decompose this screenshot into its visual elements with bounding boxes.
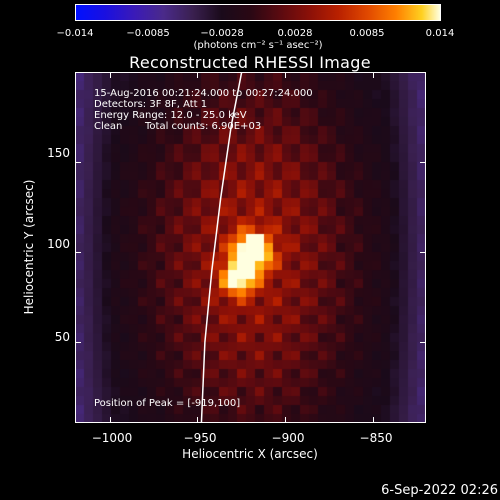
x-tick-mark [109,72,111,78]
colorbar-tick-label: −0.014 [56,28,94,39]
colorbar-tick-label: −0.0085 [126,28,170,39]
x-tick-mark [197,72,199,78]
y-tick-mark [75,251,81,253]
y-tick-mark [420,161,426,163]
x-tick-mark [285,72,287,78]
y-tick-mark [420,341,426,343]
heatmap-image [75,72,426,423]
timestamp: 6-Sep-2022 02:26 [381,483,498,498]
y-tick-mark [75,341,81,343]
time-range-annotation: 15-Aug-2016 00:21:24.000 to 00:27:24.000 [94,88,313,99]
plot-overlay [200,72,243,423]
y-tick-mark [420,251,426,253]
peak-position-annotation: Position of Peak = [-919,100] [94,398,241,409]
y-tick-label: 100 [47,237,70,251]
detectors-annotation: Detectors: 3F 8F, Att 1 [94,99,208,110]
x-tick-label: −900 [271,431,305,445]
x-tick-mark [109,417,111,423]
total-counts-annotation: Total counts: 6.90E+03 [145,121,262,132]
x-tick-mark [372,72,374,78]
colorbar-tick-label: −0.0028 [200,28,244,39]
plot-area [75,72,426,423]
algorithm-annotation: Clean [94,121,123,132]
y-tick-label: 50 [54,330,70,344]
x-tick-mark [372,417,374,423]
x-axis-label: Heliocentric X (arcsec) [182,447,318,461]
colorbar-tick-label: 0.0085 [349,28,385,39]
y-axis-label: Heliocentric Y (arcsec) [22,179,36,315]
y-tick-label: 150 [47,146,70,160]
x-tick-mark [197,417,199,423]
colorbar-tick-label: 0.014 [425,28,455,39]
chart-title: Reconstructed RHESSI Image [129,53,371,72]
x-tick-label: −1000 [91,431,133,445]
x-tick-mark [285,417,287,423]
x-tick-label: −950 [183,431,217,445]
y-tick-mark [75,161,81,163]
colorbar [75,4,441,21]
colorbar-unit-label: (photons cm⁻² s⁻¹ asec⁻²) [193,40,323,51]
x-tick-label: −850 [359,431,393,445]
colorbar-tick-label: 0.0028 [277,28,313,39]
energy-range-annotation: Energy Range: 12.0 - 25.0 keV [94,110,247,121]
solar-limb-curve [200,72,243,423]
